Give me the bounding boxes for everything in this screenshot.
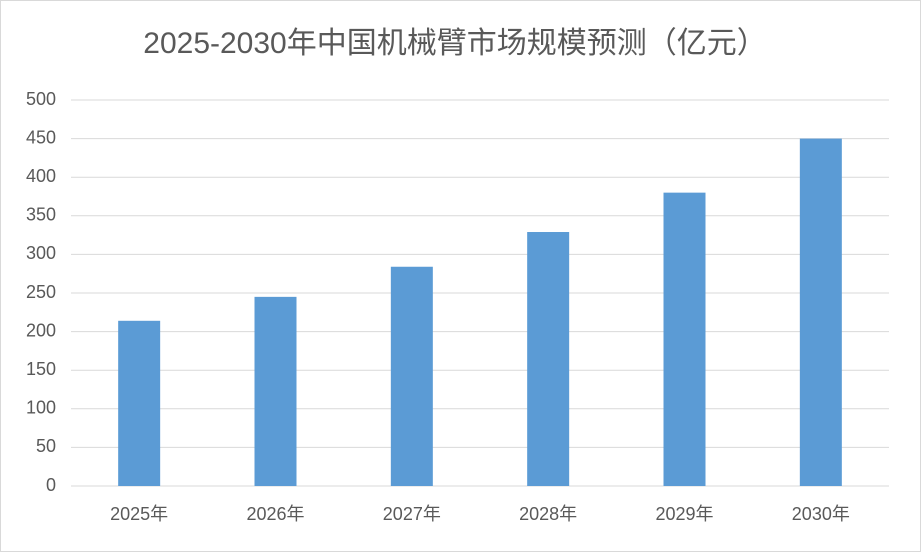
chart-title: 2025-2030年中国机械臂市场规模预测（亿元） [143,27,766,60]
x-tick-label: 2027年 [383,504,441,524]
x-tick-label: 2025年 [110,504,168,524]
x-tick-label: 2028年 [519,504,577,524]
y-tick-label: 400 [26,166,56,186]
bar [663,192,706,486]
x-tick-label: 2030年 [792,504,850,524]
y-tick-label: 150 [26,359,56,379]
y-tick-label: 50 [36,436,56,456]
y-tick-label: 200 [26,320,56,340]
y-tick-label: 300 [26,243,56,263]
bar [254,296,297,486]
x-tick-label: 2029年 [655,504,713,524]
bar [118,320,161,486]
y-tick-label: 0 [46,475,56,495]
y-tick-label: 350 [26,205,56,225]
bar [527,232,570,486]
y-tick-label: 100 [26,398,56,418]
y-tick-label: 500 [26,89,56,109]
x-tick-label: 2026年 [246,504,304,524]
bar [799,138,842,486]
y-tick-label: 250 [26,282,56,302]
y-tick-label: 450 [26,127,56,147]
bar [390,266,433,486]
